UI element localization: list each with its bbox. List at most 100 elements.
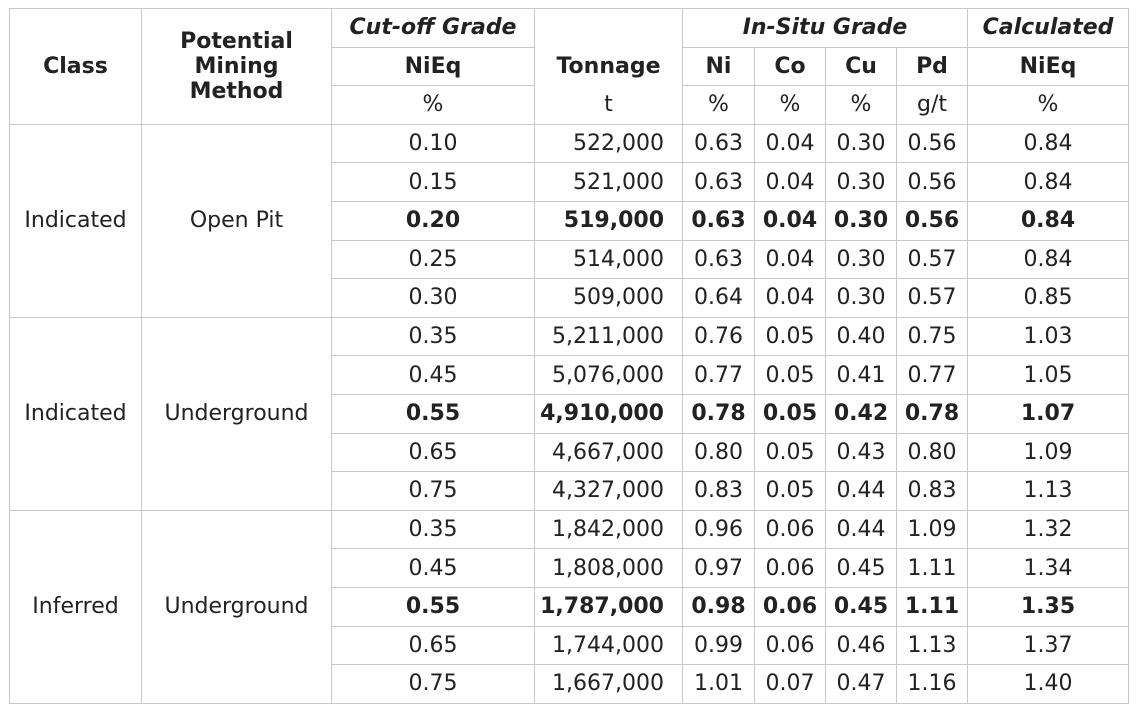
cell-ni: 0.78 <box>682 393 755 434</box>
table-row: 0.15 521,000 0.63 0.04 0.30 0.56 0.84 <box>10 162 1129 202</box>
cell-tonnage: 1,842,000 <box>534 509 683 550</box>
cell-cutoff: 0.65 <box>331 625 535 666</box>
cell-cutoff: 0.35 <box>331 316 535 357</box>
cell-nieq: 0.84 <box>967 200 1129 241</box>
cell-cu: 0.40 <box>825 316 897 357</box>
cell-ni: 0.83 <box>682 471 755 511</box>
cell-nieq: 0.84 <box>967 123 1129 164</box>
cell-cu: 0.45 <box>825 586 897 627</box>
cell-cutoff: 0.25 <box>331 239 535 280</box>
cell-cutoff: 0.65 <box>331 432 535 473</box>
cell-pd: 1.16 <box>896 664 968 704</box>
cell-nieq: 1.37 <box>967 625 1129 666</box>
cell-pd: 0.78 <box>896 393 968 434</box>
cell-nieq: 0.84 <box>967 239 1129 280</box>
cell-cu: 0.44 <box>825 471 897 511</box>
table-row: 0.75 1,667,000 1.01 0.07 0.47 1.16 1.40 <box>10 664 1129 704</box>
header-calculated-group: Calculated <box>967 8 1129 48</box>
table-row: Indicated Underground 0.35 5,211,000 0.76 0.0… <box>9 316 1129 511</box>
cell-co: 0.04 <box>754 162 826 202</box>
unit-tonnage: t <box>534 85 683 125</box>
cell-cutoff: 0.45 <box>331 355 535 395</box>
header-cutoff-group: Cut-off Grade <box>331 8 535 48</box>
cell-cutoff: 0.55 <box>331 586 535 627</box>
table-header: Class Potential Mining Method Cut-off Gr… <box>9 8 1129 125</box>
unit-pd: g/t <box>896 85 968 125</box>
table-row: 0.25 514,000 0.63 0.04 0.30 0.57 0.84 <box>10 239 1129 280</box>
cell-co: 0.06 <box>754 548 826 588</box>
cell-nieq: 0.84 <box>967 162 1129 202</box>
cell-tonnage: 5,076,000 <box>534 355 683 395</box>
cell-tonnage: 519,000 <box>534 200 683 241</box>
header-mining-method: Potential Mining Method <box>141 8 332 125</box>
cell-co: 0.06 <box>754 586 826 627</box>
table-row: 0.65 1,744,000 0.99 0.06 0.46 1.13 1.37 <box>10 625 1129 666</box>
table-row: 0.55 1,787,000 0.98 0.06 0.45 1.11 1.35 <box>10 586 1129 627</box>
cell-co: 0.06 <box>754 509 826 550</box>
header-tonnage: Tonnage <box>534 47 683 86</box>
cell-co: 0.04 <box>754 239 826 280</box>
header-method-line1: Potential <box>180 28 293 54</box>
cell-tonnage: 5,211,000 <box>534 316 683 357</box>
table-row: 0.55 4,910,000 0.78 0.05 0.42 0.78 1.07 <box>10 393 1129 434</box>
cell-tonnage: 4,910,000 <box>534 393 683 434</box>
cell-pd: 1.11 <box>896 586 968 627</box>
cell-pd: 0.80 <box>896 432 968 473</box>
cell-tonnage: 1,667,000 <box>534 664 683 704</box>
cell-ni: 0.63 <box>682 123 755 164</box>
cell-pd: 0.56 <box>896 200 968 241</box>
cell-tonnage: 514,000 <box>534 239 683 280</box>
header-method-line2: Mining <box>194 53 279 79</box>
cell-cu: 0.44 <box>825 509 897 550</box>
cell-cu: 0.46 <box>825 625 897 666</box>
unit-ni: % <box>682 85 755 125</box>
cell-cu: 0.41 <box>825 355 897 395</box>
unit-calc-nieq: % <box>967 85 1129 125</box>
cell-pd: 1.13 <box>896 625 968 666</box>
header-calc-nieq: NiEq <box>967 46 1129 87</box>
header-cu: Cu <box>825 46 897 87</box>
cell-ni: 0.63 <box>682 239 755 280</box>
cell-cu: 0.47 <box>825 664 897 704</box>
cell-co: 0.04 <box>754 278 826 318</box>
cell-pd: 0.75 <box>896 316 968 357</box>
cell-ni: 0.80 <box>682 432 755 473</box>
header-class: Class <box>9 8 142 125</box>
header-cutoff-nieq: NiEq <box>331 46 535 87</box>
cell-cu: 0.30 <box>825 162 897 202</box>
cell-tonnage: 1,744,000 <box>534 625 683 666</box>
cell-cutoff: 0.20 <box>331 200 535 241</box>
cell-tonnage: 522,000 <box>534 123 683 164</box>
cell-tonnage: 509,000 <box>534 278 683 318</box>
cell-ni: 0.63 <box>682 200 755 241</box>
cell-pd: 0.56 <box>896 162 968 202</box>
cell-cu: 0.30 <box>825 239 897 280</box>
cell-ni: 0.77 <box>682 355 755 395</box>
table-row: Inferred Underground 0.35 1,842,000 0.96 0.06… <box>9 509 1129 704</box>
cell-nieq: 1.35 <box>967 586 1129 627</box>
cell-cutoff: 0.30 <box>331 278 535 318</box>
cell-mining-method: Underground <box>141 316 332 511</box>
header-ni: Ni <box>682 46 755 87</box>
table-row: 0.20 519,000 0.63 0.04 0.30 0.56 0.84 <box>10 200 1129 241</box>
cell-nieq: 1.32 <box>967 509 1129 550</box>
cell-class: Inferred <box>9 509 142 704</box>
cell-class: Indicated <box>9 123 142 318</box>
cell-ni: 0.96 <box>682 509 755 550</box>
header-co: Co <box>754 46 826 87</box>
cell-tonnage: 4,327,000 <box>534 471 683 511</box>
header-pd: Pd <box>896 46 968 87</box>
cell-pd: 0.77 <box>896 355 968 395</box>
cell-pd: 0.57 <box>896 278 968 318</box>
header-insitu-group: In-Situ Grade <box>682 8 968 48</box>
cell-cutoff: 0.35 <box>331 509 535 550</box>
resource-table: Class Potential Mining Method Cut-off Gr… <box>9 8 1129 704</box>
cell-ni: 0.76 <box>682 316 755 357</box>
table-row: 0.30 509,000 0.64 0.04 0.30 0.57 0.85 <box>10 278 1129 318</box>
cell-cu: 0.30 <box>825 200 897 241</box>
cell-pd: 1.09 <box>896 509 968 550</box>
cell-nieq: 1.07 <box>967 393 1129 434</box>
cell-co: 0.05 <box>754 316 826 357</box>
cell-co: 0.05 <box>754 355 826 395</box>
unit-cutoff: % <box>331 85 535 125</box>
